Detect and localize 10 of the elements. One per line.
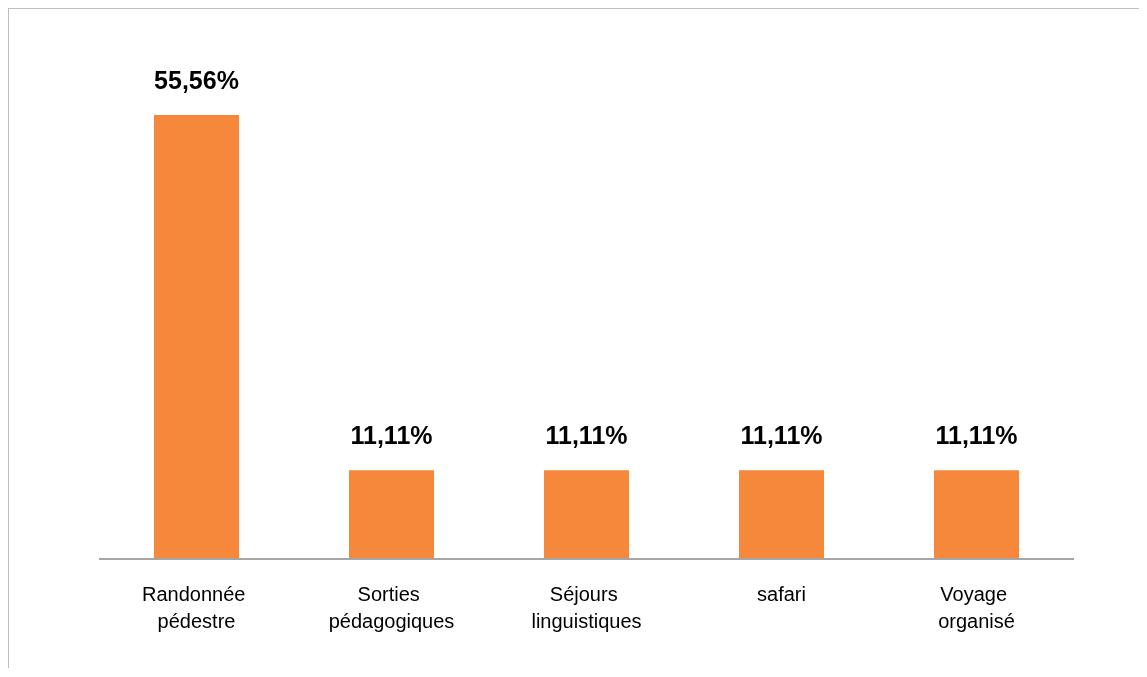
data-label: 55,56% [154,66,239,94]
x-tick-label: Randonnée pédestre [142,583,251,632]
data-label: 11,11% [545,421,628,450]
x-tick-label: Sorties pédagogiques [328,583,455,632]
x-tick-label: Voyage organisé [938,583,1015,632]
data-label: 11,11% [740,421,823,450]
x-tick-label: safari [757,583,806,605]
x-tick-label: Séjours linguistiques [531,583,642,632]
data-label: 11,11% [935,421,1018,450]
data-label: 11,11% [350,421,433,450]
